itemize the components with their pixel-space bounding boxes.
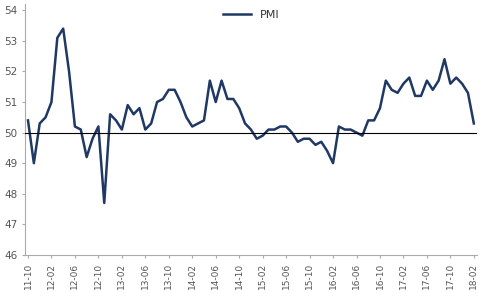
PMI <box>471 122 477 125</box>
Line: PMI: PMI <box>28 29 474 203</box>
PMI <box>101 201 107 205</box>
PMI <box>219 79 225 82</box>
PMI <box>25 119 31 122</box>
PMI <box>230 97 236 101</box>
Legend: PMI: PMI <box>218 5 284 24</box>
PMI <box>283 125 289 128</box>
PMI <box>125 103 130 107</box>
PMI <box>60 27 66 30</box>
PMI <box>184 115 189 119</box>
PMI <box>189 125 195 128</box>
